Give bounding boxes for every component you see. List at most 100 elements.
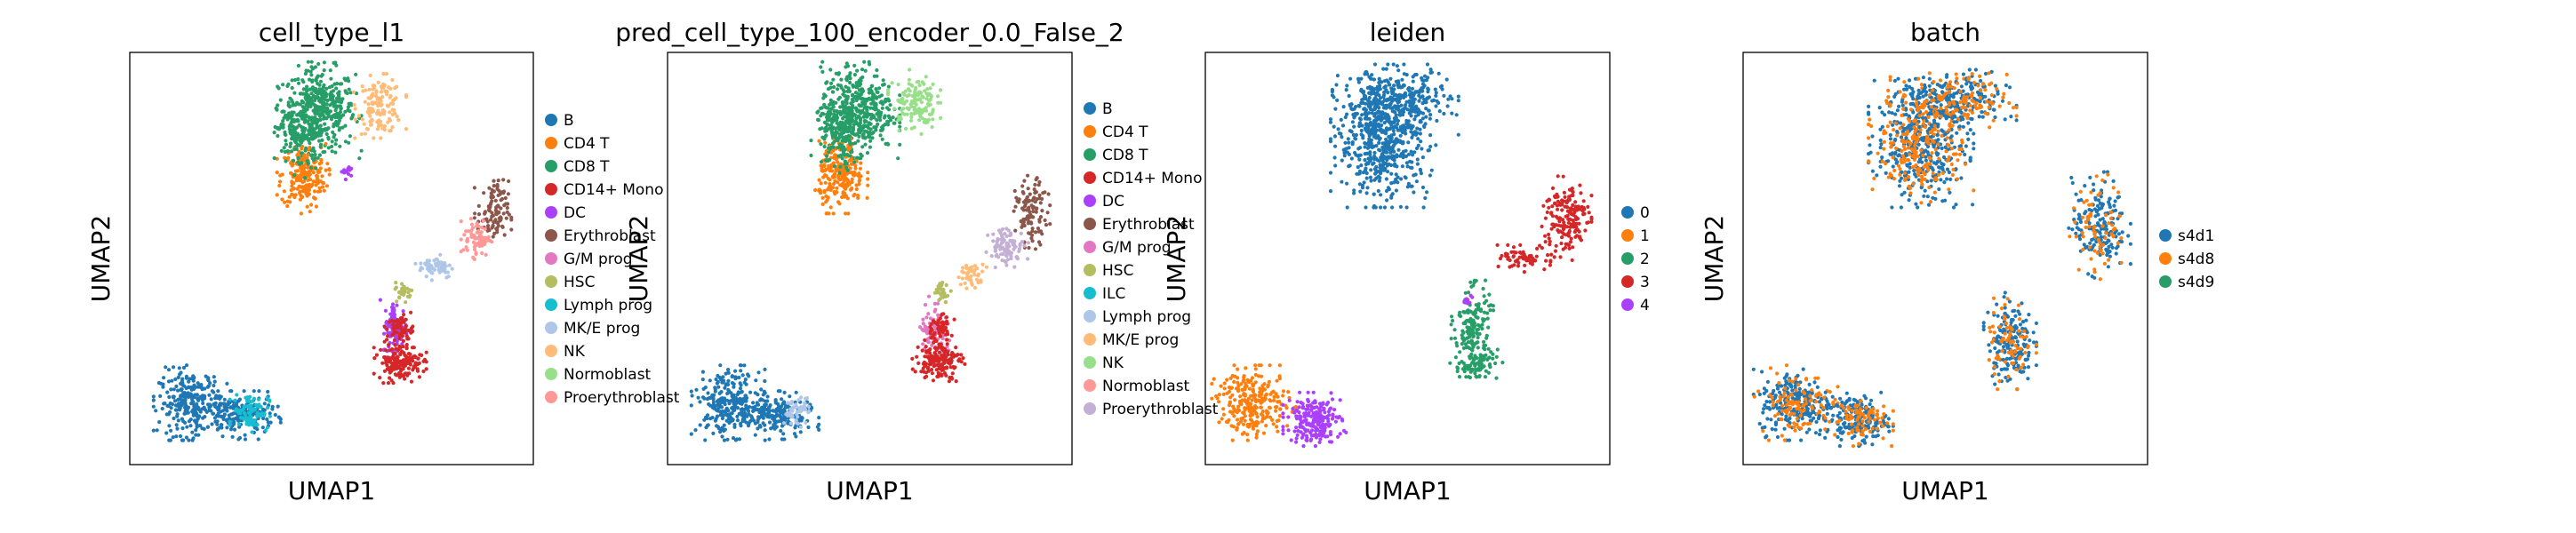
legend-item: Normoblast	[545, 366, 652, 384]
scatter-point	[909, 115, 914, 119]
legend-label: CD4 T	[564, 135, 610, 153]
scatter-point	[928, 102, 932, 107]
scatter-point	[924, 374, 929, 378]
scatter-point	[416, 356, 420, 361]
scatter-point	[329, 115, 333, 120]
scatter-point	[320, 185, 325, 189]
scatter-point	[305, 119, 309, 123]
scatter-point	[924, 106, 928, 110]
scatter-point	[237, 435, 243, 441]
scatter-point	[387, 85, 391, 90]
scatter-point	[1400, 123, 1404, 129]
scatter-point	[856, 194, 860, 198]
scatter-point	[949, 361, 954, 365]
scatter-point	[489, 218, 493, 222]
scatter-point	[154, 409, 158, 413]
scatter-point	[388, 110, 392, 115]
scatter-point	[196, 433, 201, 437]
scatter-point	[1363, 158, 1367, 163]
scatter-point	[1354, 153, 1358, 157]
scatter-point	[866, 183, 870, 187]
scatter-point	[502, 233, 507, 237]
scatter-point	[286, 82, 291, 86]
scatter-point	[472, 233, 476, 238]
scatter-point	[213, 401, 218, 405]
scatter-point	[302, 133, 307, 138]
scatter-point	[864, 119, 868, 123]
scatter-point	[272, 131, 276, 135]
scatter-point	[311, 158, 316, 163]
scatter-point	[834, 115, 839, 119]
scatter-point	[151, 394, 156, 399]
scatter-point	[1340, 135, 1344, 139]
scatter-point	[465, 239, 469, 243]
legend-marker	[545, 160, 557, 172]
scatter-point	[404, 127, 409, 131]
scatter-point	[933, 338, 938, 343]
scatter-point	[740, 417, 746, 421]
scatter-point	[212, 416, 217, 420]
scatter-point	[846, 211, 851, 216]
scatter-point	[857, 182, 861, 187]
scatter-point	[208, 381, 212, 386]
scatter-point	[1372, 203, 1377, 209]
scatter-point	[1033, 247, 1038, 251]
scatter-point	[398, 352, 403, 356]
scatter-point	[1409, 184, 1413, 188]
scatter-point	[317, 186, 322, 190]
scatter-point	[795, 410, 799, 414]
scatter-point	[1335, 98, 1340, 102]
scatter-point	[206, 378, 211, 382]
scatter-point	[772, 426, 777, 431]
scatter-point	[398, 316, 403, 321]
scatter-point	[842, 172, 846, 177]
scatter-point	[312, 149, 316, 154]
scatter-point	[854, 81, 859, 85]
legend-marker	[545, 322, 557, 334]
scatter-point	[834, 136, 838, 140]
scatter-point	[374, 353, 379, 357]
scatter-point	[832, 171, 837, 176]
scatter-point	[945, 342, 949, 346]
scatter-point	[220, 409, 225, 413]
scatter-point	[716, 385, 721, 389]
scatter-point	[507, 179, 511, 184]
scatter-point	[1366, 139, 1372, 144]
legend-marker	[1084, 379, 1096, 392]
scatter-point	[209, 409, 213, 413]
scatter-point	[743, 394, 748, 398]
scatter-point	[372, 371, 376, 376]
scatter-point	[230, 412, 235, 417]
scatter-point	[287, 127, 292, 131]
scatter-point	[476, 203, 481, 208]
scatter-point	[936, 313, 940, 317]
scatter-point	[923, 303, 928, 307]
scatter-point	[907, 82, 911, 86]
scatter-point	[1428, 133, 1433, 138]
scatter-point	[347, 140, 351, 145]
scatter-point	[860, 145, 865, 149]
scatter-point	[855, 85, 860, 90]
scatter-point	[308, 102, 312, 107]
scatter-point	[289, 141, 293, 146]
scatter-point	[1378, 176, 1382, 180]
scatter-point	[215, 395, 220, 400]
scatter-point	[1423, 195, 1428, 201]
scatter-point	[179, 370, 183, 375]
scatter-point	[735, 406, 740, 410]
scatter-point	[706, 423, 710, 427]
legend-item: NK	[545, 343, 586, 361]
scatter-point	[1357, 104, 1362, 108]
scatter-point	[222, 412, 227, 417]
scatter-point	[388, 370, 392, 375]
scatter-point	[278, 98, 283, 102]
scatter-point	[290, 192, 294, 196]
scatter-point	[857, 127, 861, 131]
scatter-point	[473, 211, 477, 216]
scatter-point	[969, 274, 973, 279]
scatter-point	[1340, 179, 1344, 184]
scatter-point	[855, 68, 860, 73]
scatter-point	[722, 423, 726, 427]
scatter-point	[325, 99, 330, 103]
scatter-point	[966, 270, 971, 274]
